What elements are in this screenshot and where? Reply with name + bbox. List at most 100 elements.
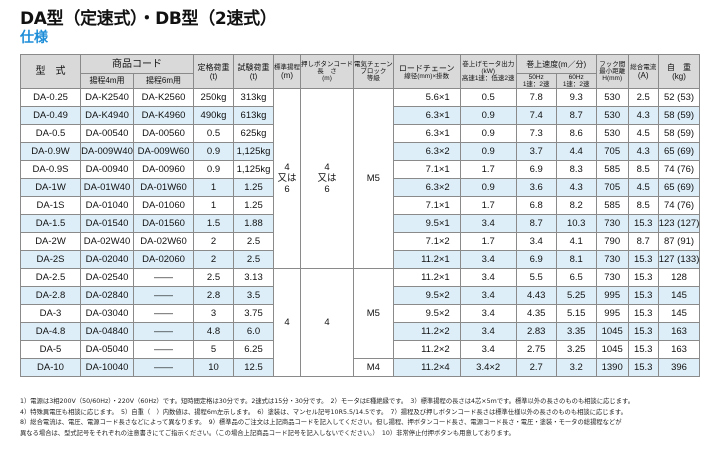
cell-motor-output: 0.9	[459, 124, 517, 143]
cell-code-6m: ——	[133, 340, 194, 359]
cell-rated-load: 5	[193, 340, 234, 359]
cell-speed-50hz: 3.6	[515, 178, 557, 197]
cell-load-chain: 7.1×1	[392, 160, 461, 179]
cell-total-current: 4.3	[627, 142, 659, 161]
cell-load-chain: 6.3×1	[392, 106, 461, 125]
cell-speed-50hz: 3.7	[515, 142, 557, 161]
footnote-line: 異なる場合は、型式記号をそれぞれの注意書きにてご指示ください。（この場合上記商品…	[20, 429, 515, 437]
cell-weight: 74 (76)	[657, 196, 701, 215]
cell-hook-distance: 730	[595, 214, 629, 233]
cell-weight: 396	[657, 358, 701, 377]
cell-motor-output: 3.4×2	[459, 358, 517, 377]
cell-total-current: 2.5	[627, 88, 659, 107]
cell-motor-output: 3.4	[459, 322, 517, 341]
cell-code-4m: DA-K4940	[80, 106, 134, 125]
cell-speed-60hz: 8.1	[555, 250, 597, 269]
cell-model: DA-0.9S	[20, 160, 81, 179]
cell-code-6m: DA-01060	[133, 196, 194, 215]
header-row-1: 型 式 商品コード 定格荷重 (t) 試験荷重 (t) 標準揚程 (m) 押しボタンコ…	[20, 54, 701, 89]
table-row: DA-2.8 DA-02840 —— 2.8 3.5 9.5×2 3.4 4.43 5.25 99…	[20, 286, 701, 305]
cell-test-load: 313kg	[233, 88, 274, 107]
cell-model: DA-1.5	[20, 214, 81, 233]
header-test-load: 試験荷重 (t)	[233, 54, 274, 89]
cell-weight: 127 (133)	[657, 250, 701, 269]
cell-motor-output: 1.7	[459, 232, 517, 251]
cell-code-4m: DA-02040	[80, 250, 134, 269]
cell-code-6m: DA-01W60	[133, 178, 194, 197]
cell-total-current: 15.3	[627, 358, 659, 377]
cell-weight: 65 (69)	[657, 142, 701, 161]
cell-weight: 128	[657, 268, 701, 287]
page-title: DA型（定速式）・DB型（2速式）	[20, 9, 277, 29]
cell-weight: 65 (69)	[657, 178, 701, 197]
cord-length-group-2: 4	[300, 268, 354, 377]
header-std-lift: 標準揚程 (m)	[273, 54, 301, 89]
cell-total-current: 15.3	[627, 250, 659, 269]
header-chain-block-grade: 電気チェーン ブロック 等級	[353, 54, 394, 89]
table-row: DA-10 DA-10040 —— 10 12.5 M4 11.2×4 3.4×2 2.7 3.2…	[20, 358, 701, 377]
cell-total-current: 15.3	[627, 322, 659, 341]
cell-motor-output: 0.9	[459, 178, 517, 197]
cell-model: DA-2.5	[20, 268, 81, 287]
cell-code-4m: DA-02W40	[80, 232, 134, 251]
cell-load-chain: 9.5×2	[392, 286, 461, 305]
cell-speed-60hz: 3.25	[555, 340, 597, 359]
cell-rated-load: 0.9	[193, 142, 234, 161]
cell-code-4m: DA-01040	[80, 196, 134, 215]
grade-group-2: M5	[353, 268, 394, 359]
cell-load-chain: 11.2×4	[392, 358, 461, 377]
table-row: DA-0.49 DA-K4940 DA-K4960 490kg 613kg 6.3×1 0.…	[20, 106, 701, 125]
cell-hook-distance: 790	[595, 232, 629, 251]
cell-rated-load: 2	[193, 250, 234, 269]
header-hook-distance: フック間 最小距離 H(mm)	[595, 54, 629, 89]
cell-speed-60hz: 8.2	[555, 196, 597, 215]
cell-rated-load: 2.8	[193, 286, 234, 305]
cell-code-4m: DA-03040	[80, 304, 134, 323]
cell-weight: 163	[657, 340, 701, 359]
table-row: DA-1S DA-01040 DA-01060 1 1.25 7.1×1 1.7 6.8 8.2…	[20, 196, 701, 215]
cell-total-current: 15.3	[627, 340, 659, 359]
cell-rated-load: 2.5	[193, 268, 234, 287]
cell-code-4m: DA-K2540	[80, 88, 134, 107]
table-row: DA-3 DA-03040 —— 3 3.75 9.5×2 3.4 4.35 5.15 995 15…	[20, 304, 701, 323]
cell-model: DA-0.49	[20, 106, 81, 125]
cell-speed-50hz: 8.7	[515, 214, 557, 233]
table-row: DA-4.8 DA-04840 —— 4.8 6.0 11.2×2 3.4 2.83 3.35 1…	[20, 322, 701, 341]
cell-speed-60hz: 6.5	[555, 268, 597, 287]
cell-code-4m: DA-04840	[80, 322, 134, 341]
cell-model: DA-4.8	[20, 322, 81, 341]
header-cord-length: 押しボタンコード長 さ (m)	[300, 54, 354, 89]
std-lift-group-2: 4	[273, 268, 301, 377]
cell-speed-60hz: 8.6	[555, 124, 597, 143]
cell-total-current: 15.3	[627, 214, 659, 233]
cell-test-load: 2.5	[233, 250, 274, 269]
cell-test-load: 613kg	[233, 106, 274, 125]
cell-speed-50hz: 5.5	[515, 268, 557, 287]
cell-speed-50hz: 2.83	[515, 322, 557, 341]
table-row: DA-1.5 DA-01540 DA-01560 1.5 1.88 9.5×1 3.4 8.7…	[20, 214, 701, 233]
cell-model: DA-0.5	[20, 124, 81, 143]
header-code: 商品コード	[80, 54, 194, 74]
cell-speed-60hz: 8.3	[555, 160, 597, 179]
cell-hook-distance: 730	[595, 250, 629, 269]
cell-test-load: 1,125kg	[233, 160, 274, 179]
cell-rated-load: 0.9	[193, 160, 234, 179]
cell-code-4m: DA-00940	[80, 160, 134, 179]
header-lift-4m: 揚程4m用	[80, 73, 134, 89]
cell-code-4m: DA-10040	[80, 358, 134, 377]
cell-hook-distance: 585	[595, 196, 629, 215]
cell-hook-distance: 530	[595, 124, 629, 143]
cell-model: DA-0.9W	[20, 142, 81, 161]
cell-speed-60hz: 3.2	[555, 358, 597, 377]
cell-rated-load: 250kg	[193, 88, 234, 107]
cell-rated-load: 1	[193, 196, 234, 215]
cell-model: DA-2.8	[20, 286, 81, 305]
cell-hook-distance: 995	[595, 286, 629, 305]
cell-code-4m: DA-01540	[80, 214, 134, 233]
cell-rated-load: 0.5	[193, 124, 234, 143]
cell-test-load: 625kg	[233, 124, 274, 143]
cell-total-current: 8.5	[627, 160, 659, 179]
cell-rated-load: 3	[193, 304, 234, 323]
cell-hook-distance: 530	[595, 88, 629, 107]
table-row: DA-0.9S DA-00940 DA-00960 0.9 1,125kg 7.1×1 1.…	[20, 160, 701, 179]
